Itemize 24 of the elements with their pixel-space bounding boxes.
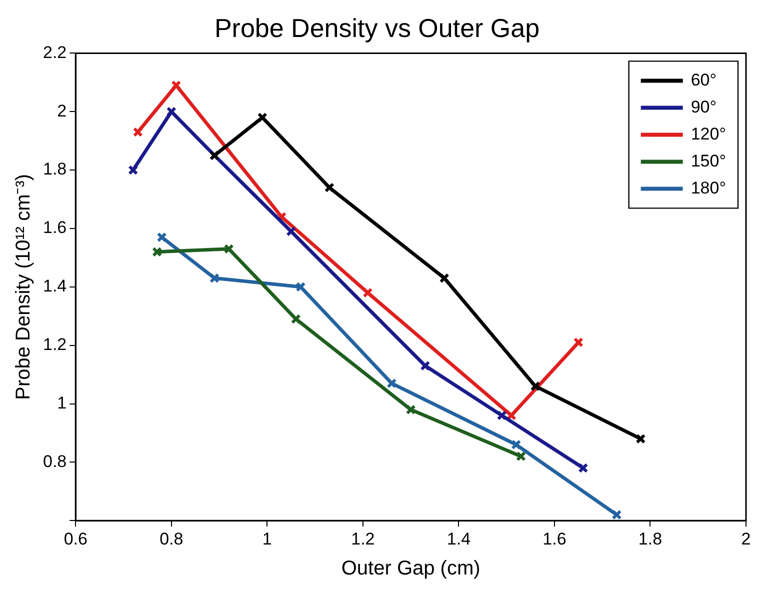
legend-label: 150° bbox=[690, 151, 726, 170]
y-tick-label: 1.2 bbox=[42, 335, 67, 354]
x-tick-label: 1.8 bbox=[638, 529, 662, 548]
y-tick-label: 1.4 bbox=[42, 276, 67, 296]
y-tick-label: 1.8 bbox=[42, 160, 67, 179]
x-tick-label: 2 bbox=[741, 529, 751, 548]
y-tick-label: 2 bbox=[57, 101, 67, 120]
x-tick-label: 1.2 bbox=[351, 529, 375, 548]
chart-title: Probe Density vs Outer Gap bbox=[214, 12, 540, 43]
x-tick-label: 0.6 bbox=[64, 529, 88, 548]
x-tick-label: 1.6 bbox=[542, 529, 566, 548]
x-tick-label: 1.4 bbox=[446, 529, 471, 548]
y-axis-title: Probe Density (10¹² cm⁻³) bbox=[12, 174, 35, 400]
legend-label: 180° bbox=[690, 178, 726, 198]
y-tick-label: 2.2 bbox=[42, 42, 67, 62]
x-tick-label: 1 bbox=[262, 529, 272, 548]
legend-label: 120° bbox=[690, 124, 726, 144]
legend-label: 90° bbox=[690, 97, 717, 116]
y-tick-label: 1.6 bbox=[42, 218, 67, 238]
x-axis-title: Outer Gap (cm) bbox=[341, 558, 480, 580]
x-tick-label: 0.8 bbox=[160, 529, 184, 548]
y-tick-label: 1 bbox=[57, 393, 67, 412]
y-tick-label: 0.8 bbox=[42, 452, 67, 471]
legend-label: 60° bbox=[690, 70, 717, 90]
